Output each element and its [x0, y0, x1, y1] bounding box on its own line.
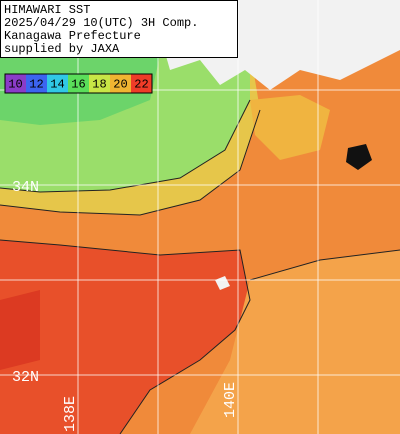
legend-label: 22 — [134, 78, 148, 92]
contour — [0, 109, 261, 216]
legend-swatch — [5, 74, 26, 93]
bay-region — [250, 95, 330, 160]
legend-border — [4, 73, 153, 94]
legend: 10 12 14 16 18 20 22 — [4, 73, 153, 94]
header-line: HIMAWARI SST — [4, 3, 90, 17]
contour — [0, 239, 251, 434]
lon-label: 138E — [62, 396, 79, 432]
lon-label: 140E — [222, 382, 239, 418]
legend-swatch — [68, 74, 89, 93]
legend-label: 12 — [29, 78, 43, 92]
header-line: supplied by JAXA — [4, 42, 120, 56]
legend-label: 18 — [92, 78, 106, 92]
legend-swatch — [131, 74, 152, 93]
legend-label: 16 — [71, 78, 85, 92]
header-line: 2025/04/29 10(UTC) 3H Comp. — [4, 16, 198, 30]
legend-swatch — [26, 74, 47, 93]
legend-label: 14 — [50, 78, 64, 92]
legend-label: 20 — [113, 78, 127, 92]
contour — [0, 99, 251, 193]
header-box — [0, 0, 238, 58]
legend-label: 10 — [8, 78, 22, 92]
lat-label: 34N — [12, 179, 39, 196]
legend-swatch — [89, 74, 110, 93]
no-data — [346, 144, 372, 170]
warm-region — [0, 240, 250, 434]
lat-label: 32N — [12, 369, 39, 386]
header-line: Kanagawa Prefecture — [4, 29, 141, 43]
legend-swatch — [47, 74, 68, 93]
hot-patch — [0, 290, 40, 370]
cool-region — [190, 250, 400, 434]
legend-swatch — [110, 74, 131, 93]
contour — [249, 249, 400, 281]
